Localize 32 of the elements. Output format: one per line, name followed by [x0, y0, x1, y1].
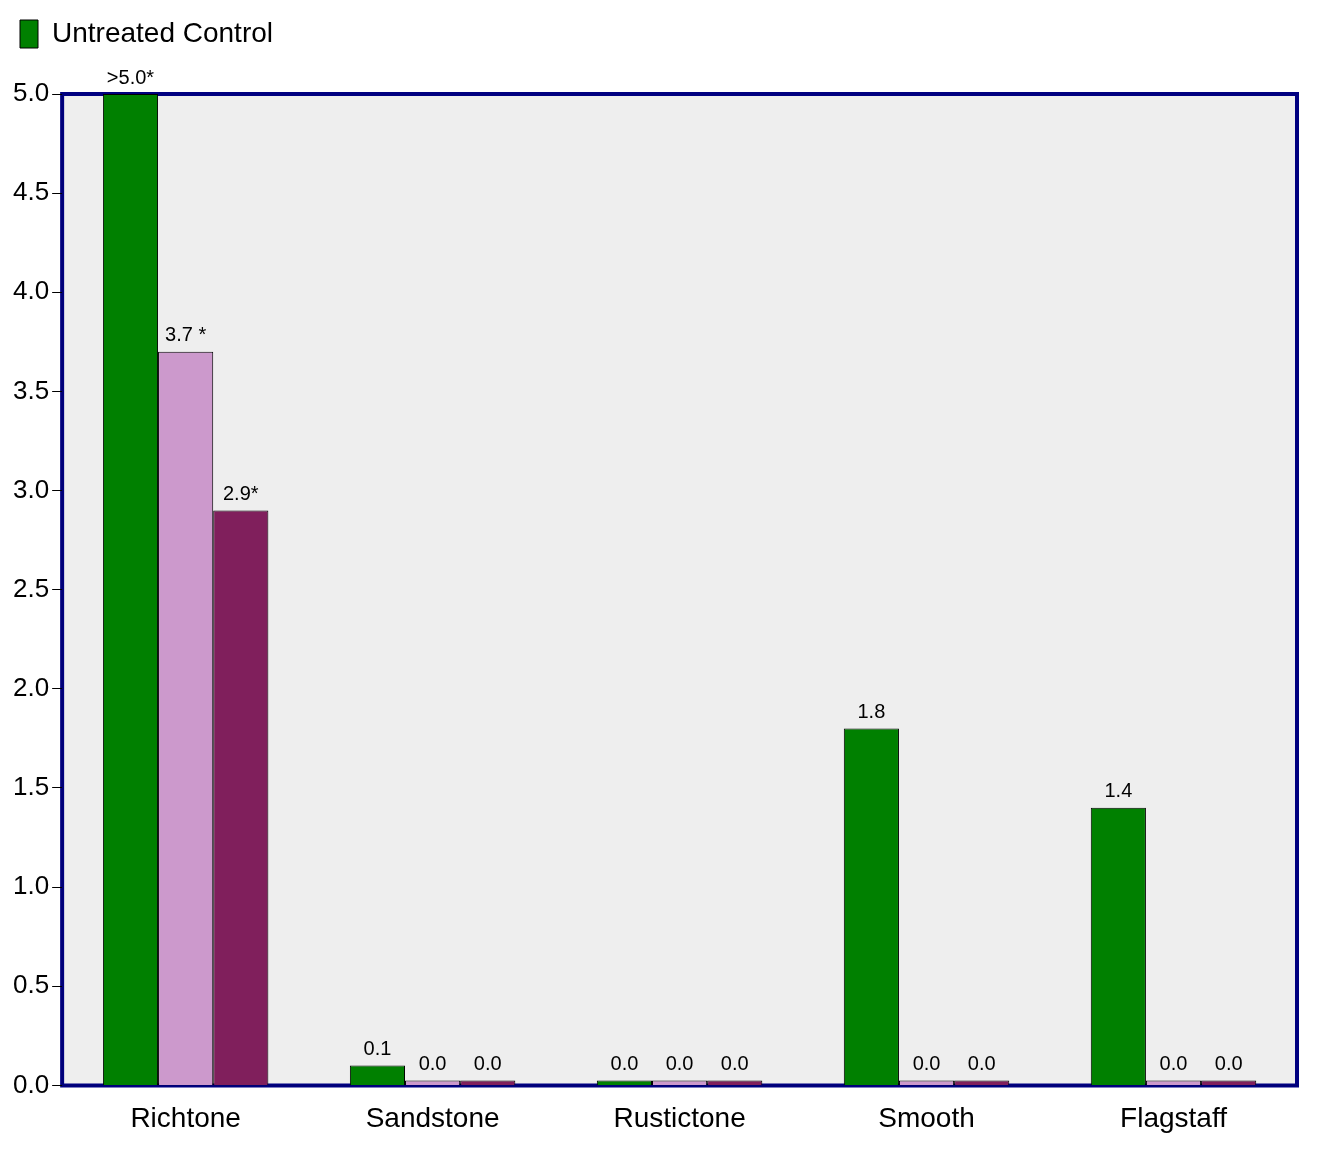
- data-label: 1.4: [1104, 779, 1133, 802]
- x-tick-label: Flagstaff: [1120, 1101, 1228, 1133]
- data-label: 0.0: [1214, 1051, 1243, 1074]
- data-label: 2.9*: [222, 481, 259, 504]
- y-tick-label: 4.5: [12, 176, 50, 207]
- legend-label: Untreated Control: [52, 16, 274, 48]
- y-tick-label: 1.5: [12, 771, 50, 802]
- data-label: 0.0: [473, 1051, 502, 1074]
- y-tick-label: 3.0: [12, 473, 50, 504]
- data-label: 0.0: [1159, 1051, 1188, 1074]
- data-label: 0.0: [418, 1051, 447, 1074]
- y-tick-label: 1.0: [12, 870, 50, 901]
- y-tick-label: 2.5: [12, 572, 50, 603]
- data-label: 0.1: [363, 1037, 392, 1060]
- y-tick-label: 5.0: [12, 77, 50, 108]
- y-tick-label: 3.5: [12, 374, 50, 405]
- data-label: 3.7 *: [165, 323, 207, 346]
- data-label: >5.0*: [106, 65, 155, 88]
- y-tick-label: 0.0: [12, 1068, 50, 1099]
- data-label: 0.0: [967, 1051, 996, 1074]
- y-tick-label: 0.5: [12, 969, 50, 1000]
- data-label: 0.0: [610, 1051, 639, 1074]
- data-label: 1.8: [857, 700, 886, 723]
- data-label: 0.0: [720, 1051, 749, 1074]
- x-tick-label: Richtone: [130, 1101, 241, 1133]
- x-tick-label: Sandstone: [365, 1101, 500, 1133]
- data-label: 0.0: [912, 1051, 941, 1074]
- y-tick-label: 4.0: [12, 275, 50, 306]
- data-label: 0.0: [665, 1051, 694, 1074]
- x-tick-label: Rustictone: [613, 1101, 746, 1133]
- x-tick-label: Smooth: [878, 1101, 975, 1133]
- y-tick-label: 2.0: [12, 672, 50, 703]
